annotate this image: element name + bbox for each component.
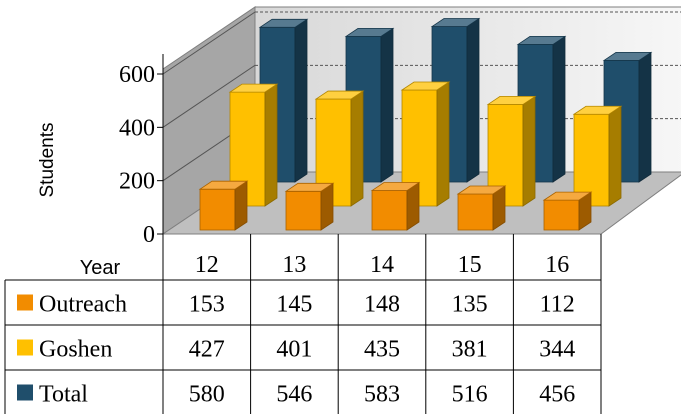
bar-top	[370, 182, 421, 191]
table-cell-value: 456	[539, 382, 575, 408]
table-cell-value: 401	[276, 337, 312, 363]
gridline-side	[162, 11, 256, 75]
bar-top	[516, 36, 567, 45]
legend-swatch-total	[17, 384, 33, 401]
bar-top	[572, 105, 623, 115]
table-cell-value: 112	[540, 292, 575, 318]
bar-front	[285, 190, 322, 231]
bar-side	[380, 27, 394, 183]
y-tick-label: 600	[119, 62, 155, 88]
y-tick-label: 0	[143, 222, 155, 248]
legend-swatch-goshen	[17, 339, 33, 356]
category-label: 12	[195, 252, 219, 278]
bar-side	[294, 18, 308, 183]
table-cell-value: 427	[189, 337, 225, 363]
bar-outreach-16	[542, 191, 593, 231]
bars	[198, 17, 653, 231]
y-tick-label: 200	[119, 169, 155, 195]
bar-top	[284, 182, 335, 192]
bar-top	[486, 96, 537, 105]
table-cell-value: 135	[452, 292, 488, 318]
bar-top	[258, 18, 309, 28]
bar-top	[542, 191, 593, 201]
table-cell-value: 583	[364, 382, 400, 408]
legend-label-outreach: Outreach	[39, 292, 127, 318]
bar-top	[198, 180, 249, 190]
y-axis: 0 200 400 600	[119, 54, 164, 248]
bar-side	[234, 180, 248, 231]
category-label: 13	[282, 252, 306, 278]
bar-side	[552, 35, 566, 183]
legend-label-goshen: Goshen	[39, 337, 112, 363]
data-table: Year 12 13 14 15 16 Outreach 153 145 148 135 112 Gos…	[4, 234, 602, 414]
bar-front	[457, 193, 494, 231]
bar-top	[456, 185, 507, 195]
bar-side	[436, 81, 450, 207]
table-cell-value: 381	[452, 337, 488, 363]
table-cell-value: 148	[364, 292, 400, 318]
table-cell-value: 580	[189, 382, 225, 408]
table-cell-value: 153	[189, 292, 225, 318]
category-label: 15	[458, 252, 482, 278]
bar-side	[350, 90, 364, 207]
bar-goshen-12	[228, 83, 279, 207]
category-label: 14	[370, 252, 394, 278]
bar-top	[314, 90, 365, 100]
gridline-side	[162, 64, 256, 128]
bar-side	[638, 51, 652, 183]
category-label: 16	[545, 252, 569, 278]
bar-top	[602, 52, 653, 61]
bar-front	[371, 190, 408, 231]
bar-front	[199, 188, 236, 231]
bar-side	[522, 95, 536, 207]
bar-top	[400, 81, 451, 91]
table-cell-value: 435	[364, 337, 400, 363]
bar-outreach-12	[198, 180, 249, 231]
bar-top	[228, 83, 279, 93]
bar-side	[466, 17, 480, 183]
bar-goshen-16	[572, 105, 623, 207]
table-cell-value: 546	[276, 382, 312, 408]
bar-front	[543, 199, 580, 231]
bar-outreach-13	[284, 182, 335, 231]
y-tick-label: 400	[119, 115, 155, 141]
bar-top	[430, 18, 481, 27]
bar-outreach-14	[370, 181, 421, 231]
table-cell-value: 344	[539, 337, 575, 363]
legend-label-total: Total	[39, 382, 88, 408]
y-axis-label: Students	[37, 123, 58, 198]
bar-top	[344, 27, 395, 37]
table-cell-value: 145	[276, 292, 312, 318]
legend-swatch-outreach	[17, 294, 33, 311]
table-header-year: Year	[80, 257, 121, 279]
bar-side	[608, 105, 622, 207]
bar-side	[264, 83, 278, 207]
bar-outreach-15	[456, 185, 507, 231]
table-cell-value: 516	[452, 382, 488, 408]
